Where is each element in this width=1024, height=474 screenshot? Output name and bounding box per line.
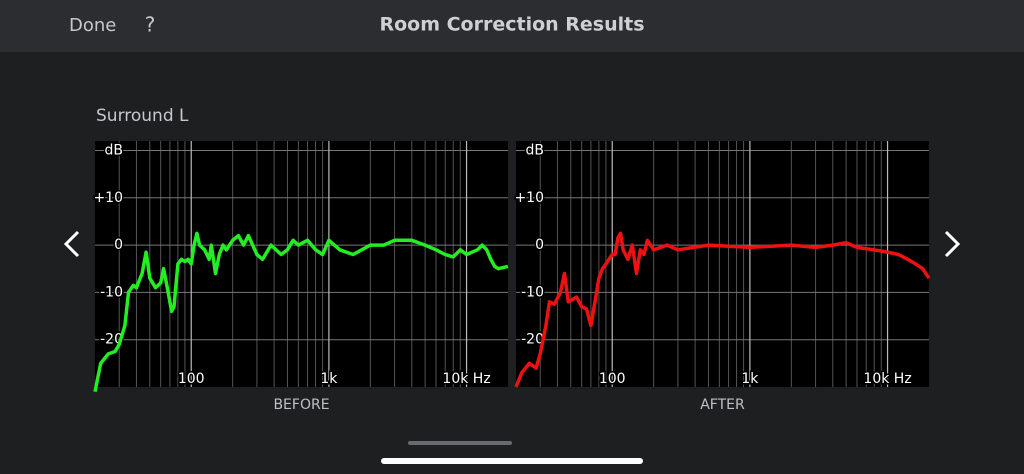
x-tick-label: 1k <box>741 371 759 387</box>
section-label: Surround L <box>96 106 189 126</box>
help-button[interactable]: ? <box>145 13 156 37</box>
x-tick-label: 10k Hz <box>863 371 911 387</box>
y-tick-label: +10 <box>514 190 544 206</box>
response-line <box>514 231 931 388</box>
top-bar <box>0 0 1024 52</box>
chart-label: BEFORE <box>273 397 329 413</box>
y-tick-label: 0 <box>535 237 544 253</box>
y-tick-label: -10 <box>100 284 123 300</box>
x-tick-label: 10k Hz <box>442 371 490 387</box>
y-tick-label: dB <box>526 142 545 158</box>
y-tick-label: +10 <box>93 190 123 206</box>
x-tick-label: 100 <box>178 371 205 387</box>
y-tick-label: 0 <box>114 237 123 253</box>
x-tick-label: 1k <box>320 371 338 387</box>
home-indicator <box>381 458 643 464</box>
done-button[interactable]: Done <box>69 15 116 36</box>
x-tick-label: 100 <box>599 371 626 387</box>
response-line <box>93 231 509 393</box>
prev-arrow[interactable] <box>63 230 80 258</box>
y-tick-label: -20 <box>521 332 544 348</box>
y-tick-label: -10 <box>521 284 544 300</box>
page-indicator <box>408 441 512 445</box>
title: Room Correction Results <box>379 14 644 36</box>
chart-label: AFTER <box>700 397 745 413</box>
y-tick-label: dB <box>105 142 124 158</box>
plot-area <box>516 141 929 387</box>
next-arrow[interactable] <box>944 230 961 258</box>
plot-area <box>95 141 508 387</box>
